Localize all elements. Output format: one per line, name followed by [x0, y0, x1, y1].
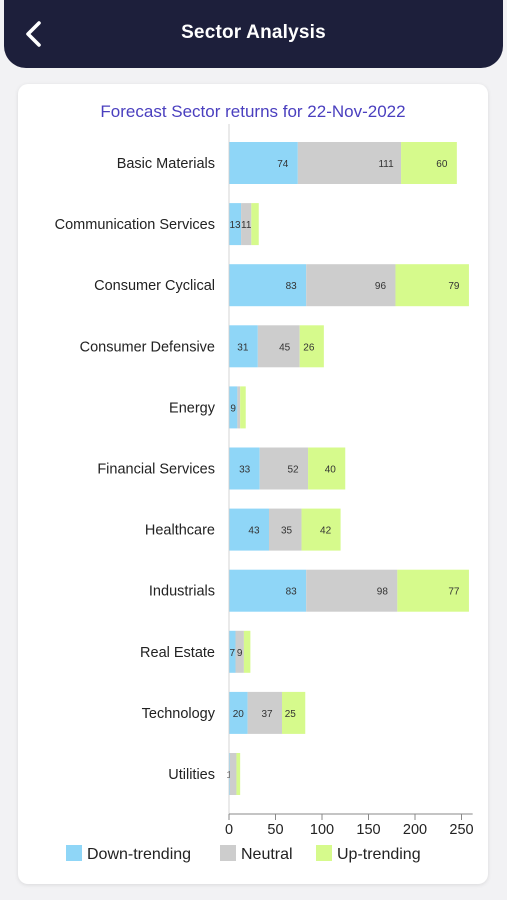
bar-segment [236, 753, 241, 795]
bar-segment [243, 630, 251, 673]
x-tick-label: 250 [449, 822, 473, 838]
bar-segment [229, 142, 298, 184]
category-label: Industrials [149, 584, 215, 600]
page-title: Sector Analysis [181, 22, 326, 43]
sector-chart: Forecast Sector returns for 22-Nov-2022 B… [55, 102, 474, 863]
bar-segment [395, 264, 469, 307]
bar-value-label: 11 [241, 220, 252, 231]
bar-segment [308, 447, 346, 490]
x-tick-label: 50 [267, 822, 283, 838]
bar-segment [229, 508, 269, 551]
back-button[interactable] [18, 16, 50, 52]
bar-value-label: 35 [281, 526, 293, 537]
category-label: Communication Services [55, 217, 215, 233]
x-tick-label: 200 [403, 822, 427, 838]
bar-value-label: 33 [239, 465, 251, 476]
bar-value-label: 52 [287, 465, 299, 476]
legend-swatch [66, 845, 82, 861]
bar-segment [229, 753, 230, 795]
bar-segment [299, 325, 324, 368]
bar-segment [240, 386, 246, 429]
chart-card: Forecast Sector returns for 22-Nov-2022 B… [18, 84, 488, 884]
bar-value-label: 83 [286, 587, 298, 598]
bar-value-label: 98 [377, 587, 389, 598]
bar-segment [251, 203, 259, 246]
bar-value-label: 37 [261, 709, 273, 720]
bar-value-label: 9 [237, 648, 243, 659]
bar-segment [229, 264, 307, 307]
chevron-left-icon [26, 21, 41, 47]
legend-label: Down-trending [87, 846, 191, 863]
bar-segment [235, 630, 244, 673]
x-tick-label: 0 [225, 822, 233, 838]
header-bar: Sector Analysis [4, 0, 503, 68]
x-tick-label: 100 [310, 822, 334, 838]
bar-segment [237, 386, 241, 429]
category-label: Healthcare [145, 523, 215, 539]
bar-segment [306, 264, 396, 307]
bar-segment [229, 203, 242, 246]
bar-segment [401, 142, 457, 184]
bar-value-label: 42 [320, 526, 332, 537]
legend-label: Neutral [241, 846, 293, 863]
category-label: Real Estate [140, 645, 215, 661]
category-label: Basic Materials [117, 156, 215, 172]
bar-value-label: 1 [227, 770, 233, 781]
bar-segment [229, 569, 307, 612]
category-label: Energy [169, 400, 216, 416]
bar-value-label: 96 [375, 281, 387, 292]
bar-segment [282, 691, 306, 734]
bar-segment [229, 386, 238, 429]
bar-segment [268, 508, 302, 551]
bar-value-label: 13 [229, 220, 241, 231]
bar-segment [257, 325, 300, 368]
bar-value-label: 77 [448, 587, 460, 598]
bar-value-label: 40 [325, 465, 337, 476]
bar-value-label: 43 [248, 526, 260, 537]
chart-title: Forecast Sector returns for 22-Nov-2022 [100, 102, 405, 121]
bar-segment [229, 325, 258, 368]
bar-value-label: 60 [436, 159, 448, 170]
legend-label: Up-trending [337, 846, 421, 863]
bar-value-label: 74 [277, 159, 289, 170]
bar-value-label: 20 [233, 709, 245, 720]
bar-value-label: 45 [279, 342, 291, 353]
bar-segment [241, 203, 252, 246]
legend-swatch [316, 845, 332, 861]
bar-segment [229, 691, 248, 734]
category-label: Consumer Defensive [80, 339, 215, 355]
bar-value-label: 25 [285, 709, 297, 720]
bar-segment [259, 447, 309, 490]
bar-segment [397, 569, 469, 612]
bar-segment [306, 569, 398, 612]
bar-segment [229, 630, 236, 673]
category-label: Consumer Cyclical [94, 278, 215, 294]
category-label: Utilities [168, 767, 215, 783]
bar-segment [297, 142, 402, 184]
legend-swatch [220, 845, 236, 861]
category-label: Financial Services [97, 462, 215, 478]
bar-value-label: 83 [286, 281, 298, 292]
category-label: Technology [142, 706, 216, 722]
bar-segment [229, 447, 260, 490]
bar-value-label: 79 [448, 281, 460, 292]
bar-value-label: 26 [303, 342, 315, 353]
bar-value-label: 31 [237, 342, 249, 353]
bar-segment [247, 691, 283, 734]
bar-value-label: 111 [378, 159, 394, 170]
bar-value-label: 7 [229, 648, 235, 659]
x-tick-label: 150 [356, 822, 380, 838]
bar-segment [229, 753, 237, 795]
bar-segment [301, 508, 341, 551]
bar-value-label: 9 [230, 403, 236, 414]
